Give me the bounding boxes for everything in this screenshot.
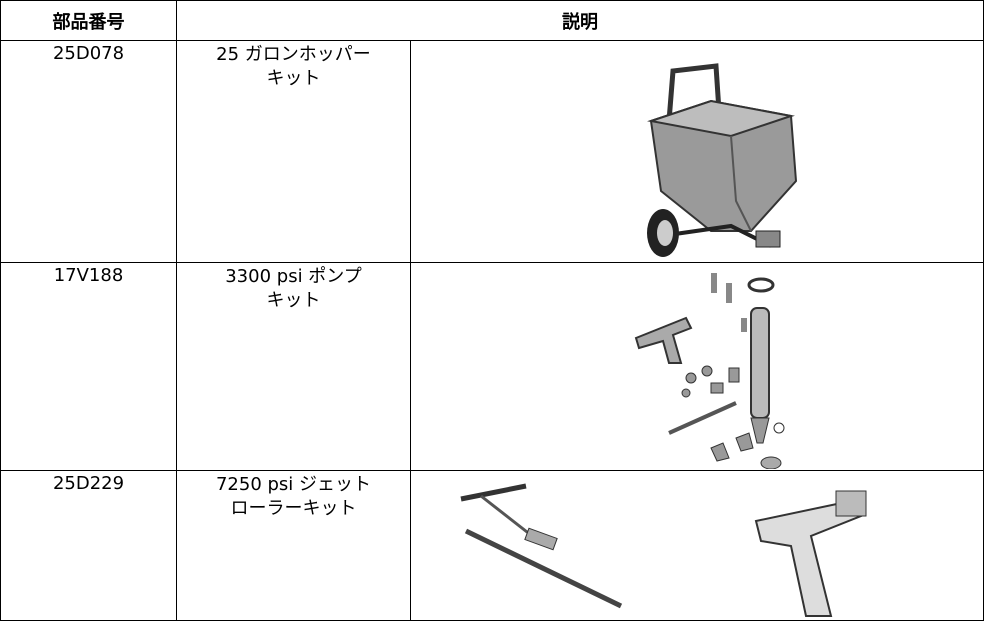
- part-number: 17V188: [0, 262, 177, 471]
- image-cell: [410, 262, 984, 471]
- image-cell: [410, 470, 984, 621]
- text-line: 7250 psi ジェット: [215, 474, 372, 495]
- header-row: 部品番号 説明: [0, 0, 984, 41]
- text-line: 3300 psi ポンプ: [225, 266, 362, 287]
- description: 7250 psi ジェット ローラーキット: [176, 470, 411, 621]
- row: 25D229 7250 psi ジェット ローラーキット: [0, 470, 984, 621]
- pump-kit-illustration: [634, 273, 785, 469]
- row: 25D078 25 ガロンホッパー キット: [0, 40, 984, 263]
- row: 17V188 3300 psi ポンプ キット: [0, 262, 984, 471]
- image-cell: [410, 40, 984, 263]
- header-cell: 部品番号: [0, 0, 177, 41]
- text-line: ローラーキット: [230, 498, 357, 519]
- description: 3300 psi ポンプ キット: [176, 262, 411, 471]
- text-line: キット: [266, 68, 321, 89]
- text-line: 25 ガロンホッパー: [216, 44, 371, 65]
- text-line: キット: [266, 290, 321, 311]
- roller-gun-illustration: [460, 483, 867, 617]
- header-cell: 説明: [176, 0, 984, 41]
- hopper-illustration: [647, 63, 798, 257]
- part-number: 25D078: [0, 40, 177, 263]
- description: 25 ガロンホッパー キット: [176, 40, 411, 263]
- part-number: 25D229: [0, 470, 177, 621]
